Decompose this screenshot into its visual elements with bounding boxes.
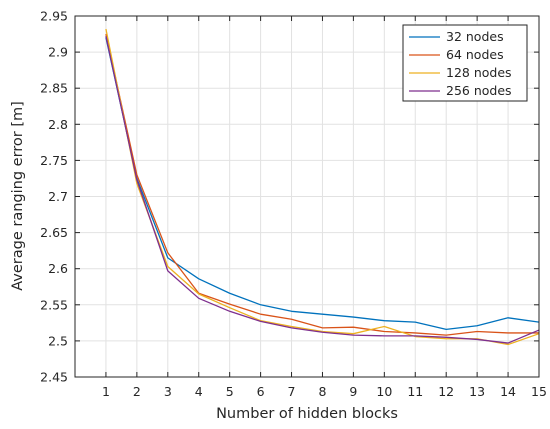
y-tick-label-2-55: 2.55 — [40, 297, 68, 312]
legend-box — [402, 24, 528, 102]
y-tick-label-2-65: 2.65 — [40, 225, 68, 240]
x-tick-label-10: 10 — [376, 384, 392, 399]
y-tick-label-2-5: 2.5 — [48, 333, 68, 348]
x-tick-label-7: 7 — [288, 384, 296, 399]
x-axis-label: Number of hidden blocks — [216, 406, 398, 422]
legend-label-256-nodes: 256 nodes — [446, 83, 512, 98]
y-axis-label: Average ranging error [m] — [10, 101, 26, 291]
y-tick-label-2-6: 2.6 — [48, 261, 68, 276]
y-tick-label-2-85: 2.85 — [40, 81, 68, 96]
tick-layer — [75, 15, 540, 378]
series-line-256-nodes — [105, 36, 540, 344]
x-tick-labels: 1 2 3 4 5 6 7 8 9 10 11 12 13 14 15 — [102, 384, 547, 399]
x-tick-label-5: 5 — [226, 384, 234, 399]
x-tick-label-8: 8 — [318, 384, 326, 399]
legend-label-64-nodes: 64 nodes — [446, 47, 504, 62]
x-tick-label-14: 14 — [500, 384, 516, 399]
x-tick-label-15: 15 — [531, 384, 547, 399]
series-layer — [105, 28, 540, 346]
x-tick-label-9: 9 — [349, 384, 357, 399]
y-tick-label-2-9: 2.9 — [48, 45, 68, 60]
y-tick-labels: 2.45 2.5 2.55 2.6 2.65 2.7 2.75 2.8 2.85 2.9 2.95 — [40, 9, 68, 385]
legend-label-128-nodes: 128 nodes — [446, 65, 512, 80]
y-tick-label-2-7: 2.7 — [48, 189, 68, 204]
y-tick-label-2-45: 2.45 — [40, 370, 68, 385]
x-tick-label-12: 12 — [438, 384, 454, 399]
x-tick-label-4: 4 — [195, 384, 203, 399]
x-tick-label-2: 2 — [133, 384, 141, 399]
x-tick-label-1: 1 — [102, 384, 110, 399]
legend: 32 nodes 64 nodes 128 nodes 256 nodes — [402, 24, 528, 102]
x-tick-label-3: 3 — [164, 384, 172, 399]
series-line-64-nodes — [105, 33, 539, 336]
series-line-32-nodes — [105, 37, 540, 330]
x-tick-label-6: 6 — [257, 384, 265, 399]
x-tick-label-13: 13 — [469, 384, 485, 399]
legend-label-32-nodes: 32 nodes — [446, 29, 504, 44]
x-tick-label-11: 11 — [407, 384, 423, 399]
y-tick-label-2-95: 2.95 — [40, 9, 68, 24]
y-tick-label-2-75: 2.75 — [40, 153, 68, 168]
y-tick-label-2-8: 2.8 — [48, 117, 68, 132]
